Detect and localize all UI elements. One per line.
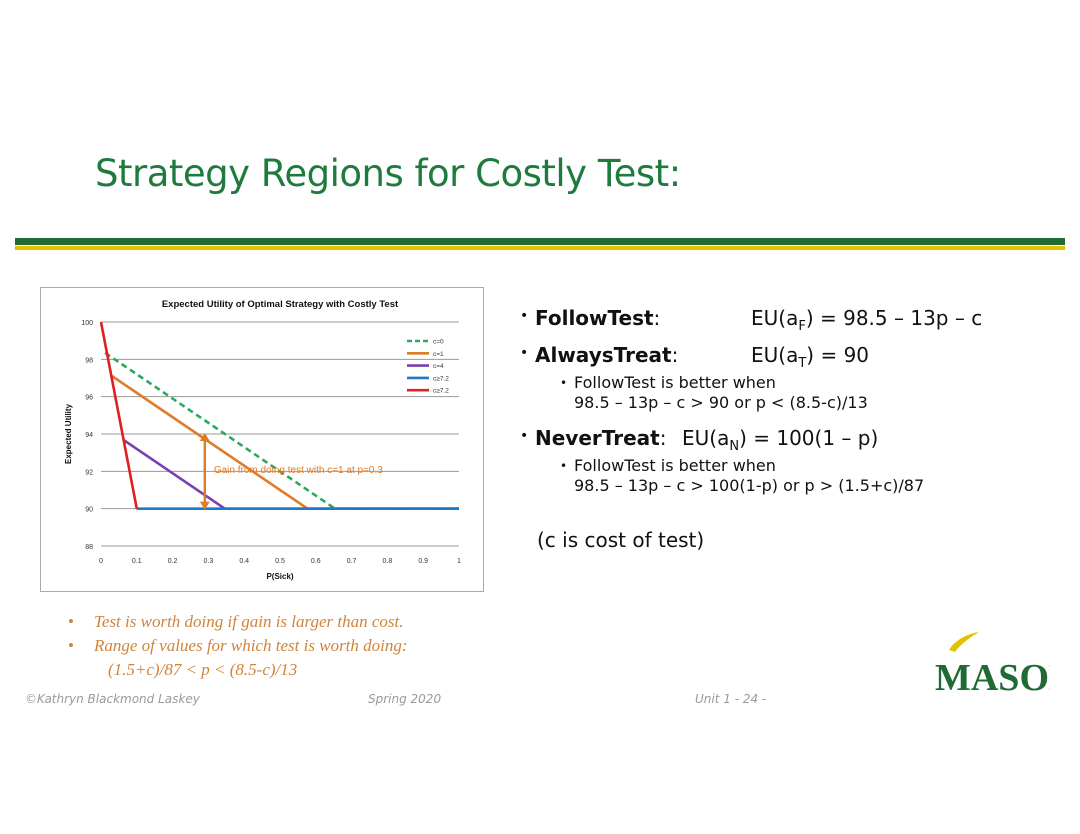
gain-annotation-label: Gain from doing test with c=1 at p=0.3: [214, 465, 383, 476]
condition-line-1: FollowTest is better when: [574, 456, 776, 475]
nevertreat-equation: EU(aN) = 100(1 – p): [682, 426, 878, 454]
y-tick-label: 88: [85, 544, 93, 551]
x-tick-label: 0.3: [204, 558, 214, 565]
note-text: Range of values for which test is worth …: [94, 636, 408, 655]
note-text: Test is worth doing if gain is larger th…: [94, 612, 404, 631]
logo-wordmark: MASON: [935, 657, 1050, 694]
slide-title: Strategy Regions for Costly Test:: [95, 152, 681, 195]
notes-list: • Test is worth doing if gain is larger t…: [68, 610, 408, 682]
gain-arrow-head-top: [199, 433, 210, 441]
bullet-followtest: • FollowTest:: [520, 306, 661, 330]
gain-arrow-head-bottom: [199, 501, 210, 510]
followtest-equation: EU(aF) = 98.5 – 13p – c: [751, 306, 982, 334]
x-tick-label: 0.9: [418, 558, 428, 565]
footer-page: Unit 1 - 24 -: [695, 692, 767, 706]
legend-label-0: c=0: [433, 339, 444, 346]
x-tick-label: 0.2: [168, 558, 178, 565]
eq-post: ) = 100(1 – p): [739, 426, 879, 450]
eq-sub: N: [729, 439, 740, 454]
x-tick-label: 0.4: [239, 558, 249, 565]
x-tick-label: 0.6: [311, 558, 321, 565]
series-line-0: [104, 351, 459, 510]
y-tick-label: 90: [85, 507, 93, 514]
cost-note: (c is cost of test): [537, 528, 705, 552]
chart-title: Expected Utility of Optimal Strategy wit…: [162, 299, 399, 310]
nevertreat-label: NeverTreat: [535, 426, 660, 450]
eq-post: ) = 90: [806, 343, 870, 367]
eq-pre: EU(a: [751, 343, 799, 367]
bullet-nevertreat: • NeverTreat:: [520, 426, 667, 450]
sub-bullet-dot: •: [560, 459, 568, 473]
series-line-1: [110, 374, 459, 510]
legend-label-3: c≥7.2: [433, 375, 449, 382]
condition-line-2: 98.5 – 13p – c > 90 or p < (8.5-c)/13: [574, 393, 868, 412]
y-tick-label: 94: [85, 432, 93, 439]
series-line-4: [99, 321, 139, 509]
legend-label-2: c=4: [433, 363, 444, 370]
x-tick-label: 0.8: [383, 558, 393, 565]
sub-bullet-dot: •: [560, 376, 568, 390]
x-axis-label: P(Sick): [266, 572, 293, 581]
note-item: • Test is worth doing if gain is larger t…: [68, 610, 408, 634]
nevertreat-condition: • FollowTest is better when 98.5 – 13p –…: [560, 456, 925, 496]
y-tick-label: 100: [81, 320, 93, 327]
y-axis-label: Expected Utility: [64, 403, 73, 464]
note-bullet: •: [68, 636, 74, 655]
logo-swoosh: [949, 632, 979, 652]
condition-line-2: 98.5 – 13p – c > 100(1-p) or p > (1.5+c)…: [574, 476, 925, 495]
colon: :: [659, 426, 667, 450]
mason-logo: MASON: [935, 632, 1050, 694]
expected-utility-chart: Expected Utility of Optimal Strategy wit…: [64, 299, 461, 581]
condition-line-1: FollowTest is better when: [574, 373, 776, 392]
note-text: (1.5+c)/87 < p < (8.5-c)/13: [108, 660, 298, 679]
followtest-label: FollowTest: [535, 306, 654, 330]
bullet-dot: •: [520, 428, 529, 444]
note-bullet: •: [68, 612, 74, 631]
eq-pre: EU(a: [682, 426, 730, 450]
bullet-alwaystreat: • AlwaysTreat:: [520, 343, 679, 367]
x-tick-label: 0.1: [132, 558, 142, 565]
header-rule-green: [15, 238, 1065, 245]
eq-sub: T: [798, 356, 807, 371]
colon: :: [653, 306, 661, 330]
alwaystreat-equation: EU(aT) = 90: [751, 343, 869, 371]
footer-term: Spring 2020: [368, 692, 442, 706]
eq-pre: EU(a: [751, 306, 799, 330]
x-tick-label: 0: [99, 558, 103, 565]
alwaystreat-label: AlwaysTreat: [535, 343, 672, 367]
alwaystreat-condition: • FollowTest is better when 98.5 – 13p –…: [560, 373, 868, 413]
y-tick-label: 92: [85, 469, 93, 476]
note-item: • Range of values for which test is worth…: [68, 634, 408, 658]
colon: :: [671, 343, 679, 367]
eq-sub: F: [798, 319, 806, 334]
chart-panel: Expected Utility of Optimal Strategy wit…: [40, 287, 484, 592]
x-tick-label: 0.5: [275, 558, 285, 565]
eq-post: ) = 98.5 – 13p – c: [805, 306, 983, 330]
legend-label-4: c≥7.2: [433, 388, 449, 395]
footer-author: ©Kathryn Blackmond Laskey: [25, 692, 200, 706]
x-tick-label: 0.7: [347, 558, 357, 565]
note-item: (1.5+c)/87 < p < (8.5-c)/13: [68, 658, 408, 682]
header-rule-gold: [15, 246, 1065, 250]
x-tick-label: 1: [457, 558, 461, 565]
y-tick-label: 98: [85, 357, 93, 364]
bullet-dot: •: [520, 345, 529, 361]
legend-label-1: c=1: [433, 351, 444, 358]
y-tick-label: 96: [85, 395, 93, 402]
bullet-dot: •: [520, 308, 529, 324]
